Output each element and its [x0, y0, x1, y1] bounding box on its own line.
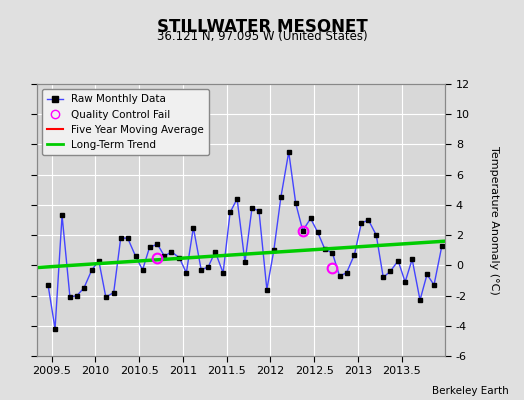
Text: 36.121 N, 97.095 W (United States): 36.121 N, 97.095 W (United States): [157, 30, 367, 43]
Y-axis label: Temperature Anomaly (°C): Temperature Anomaly (°C): [489, 146, 499, 294]
Text: Berkeley Earth: Berkeley Earth: [432, 386, 508, 396]
Text: STILLWATER MESONET: STILLWATER MESONET: [157, 18, 367, 36]
Legend: Raw Monthly Data, Quality Control Fail, Five Year Moving Average, Long-Term Tren: Raw Monthly Data, Quality Control Fail, …: [42, 89, 209, 155]
